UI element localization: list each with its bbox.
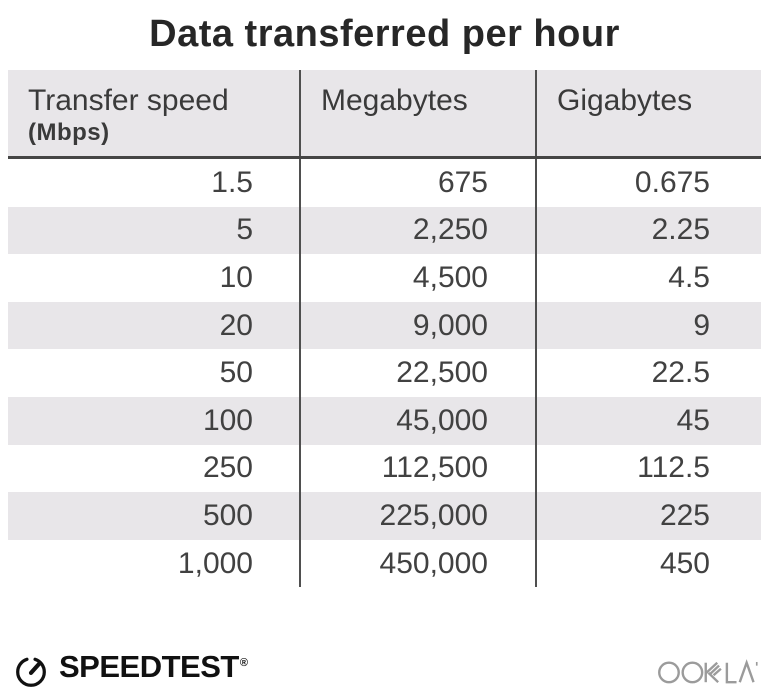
table-row: 50 22,500 22.5	[8, 349, 761, 397]
cell-megabytes: 675	[301, 159, 537, 207]
table-header-row: Transfer speed (Mbps) Megabytes Gigabyte…	[8, 70, 761, 159]
cell-speed: 5	[8, 206, 301, 255]
cell-megabytes: 45,000	[301, 396, 537, 445]
table-row: 1,000 450,000 450	[8, 539, 761, 588]
cell-megabytes: 2,250	[301, 206, 537, 255]
cell-gigabytes: 9	[693, 308, 710, 342]
table-row: 250 112,500 112.5	[8, 444, 761, 493]
cell-gigabytes: 0.675	[634, 165, 710, 199]
cell-speed: 10	[8, 254, 301, 302]
cell-speed: 500	[8, 492, 301, 540]
cell-megabytes: 22,500	[301, 349, 537, 397]
column-header-sublabel: (Mbps)	[28, 119, 110, 146]
table-row: 100 45,000 45	[8, 396, 761, 445]
cell-megabytes: 9,000	[301, 301, 537, 350]
cell-speed: 250	[8, 444, 301, 493]
speedtest-logo: SPEEDTEST®	[12, 648, 248, 693]
cell-speed: 50	[8, 349, 301, 397]
cell-gigabytes: 22.5	[651, 356, 710, 390]
cell-gigabytes: 45	[676, 403, 710, 437]
column-header-megabytes: Megabytes	[301, 70, 537, 156]
cell-gigabytes: 225	[659, 498, 710, 532]
cell-megabytes: 4,500	[301, 254, 537, 302]
table-row: 1.5 675 0.675	[8, 159, 761, 207]
column-header-label: Megabytes	[321, 84, 468, 117]
cell-megabytes: 450,000	[301, 539, 537, 588]
data-table: Transfer speed (Mbps) Megabytes Gigabyte…	[8, 70, 761, 588]
cell-gigabytes: 2.25	[651, 213, 710, 247]
cell-speed: 1.5	[8, 159, 301, 207]
table-row: 20 9,000 9	[8, 301, 761, 350]
cell-gigabytes: 450	[659, 546, 710, 580]
table-body: 1.5 675 0.675 5 2,250 2.25 10 4,500 4.5 20 9,000 9 5…	[8, 159, 761, 588]
cell-megabytes: 112,500	[301, 444, 537, 493]
registered-trademark-symbol: ®	[239, 657, 248, 669]
cell-gigabytes: 4.5	[668, 260, 710, 294]
column-header-transfer-speed: Transfer speed (Mbps)	[8, 70, 301, 156]
table-row: 10 4,500 4.5	[8, 254, 761, 302]
cell-speed: 20	[8, 301, 301, 350]
cell-speed: 1,000	[8, 539, 301, 588]
table-row: 500 225,000 225	[8, 492, 761, 540]
cell-megabytes: 225,000	[301, 492, 537, 540]
column-header-gigabytes: Gigabytes	[537, 70, 761, 156]
column-header-label: Gigabytes	[557, 84, 693, 117]
cell-gigabytes: 112.5	[637, 451, 710, 485]
table-row: 5 2,250 2.25	[8, 206, 761, 255]
page-title: Data transferred per hour	[149, 13, 620, 55]
ookla-logo	[657, 655, 760, 689]
cell-speed: 100	[8, 396, 301, 445]
speedtest-wordmark: SPEEDTEST®	[59, 649, 248, 684]
speedtest-gauge-icon	[16, 656, 46, 687]
ookla-wordmark-icon	[658, 659, 758, 684]
column-header-label: Transfer speed	[28, 84, 229, 117]
